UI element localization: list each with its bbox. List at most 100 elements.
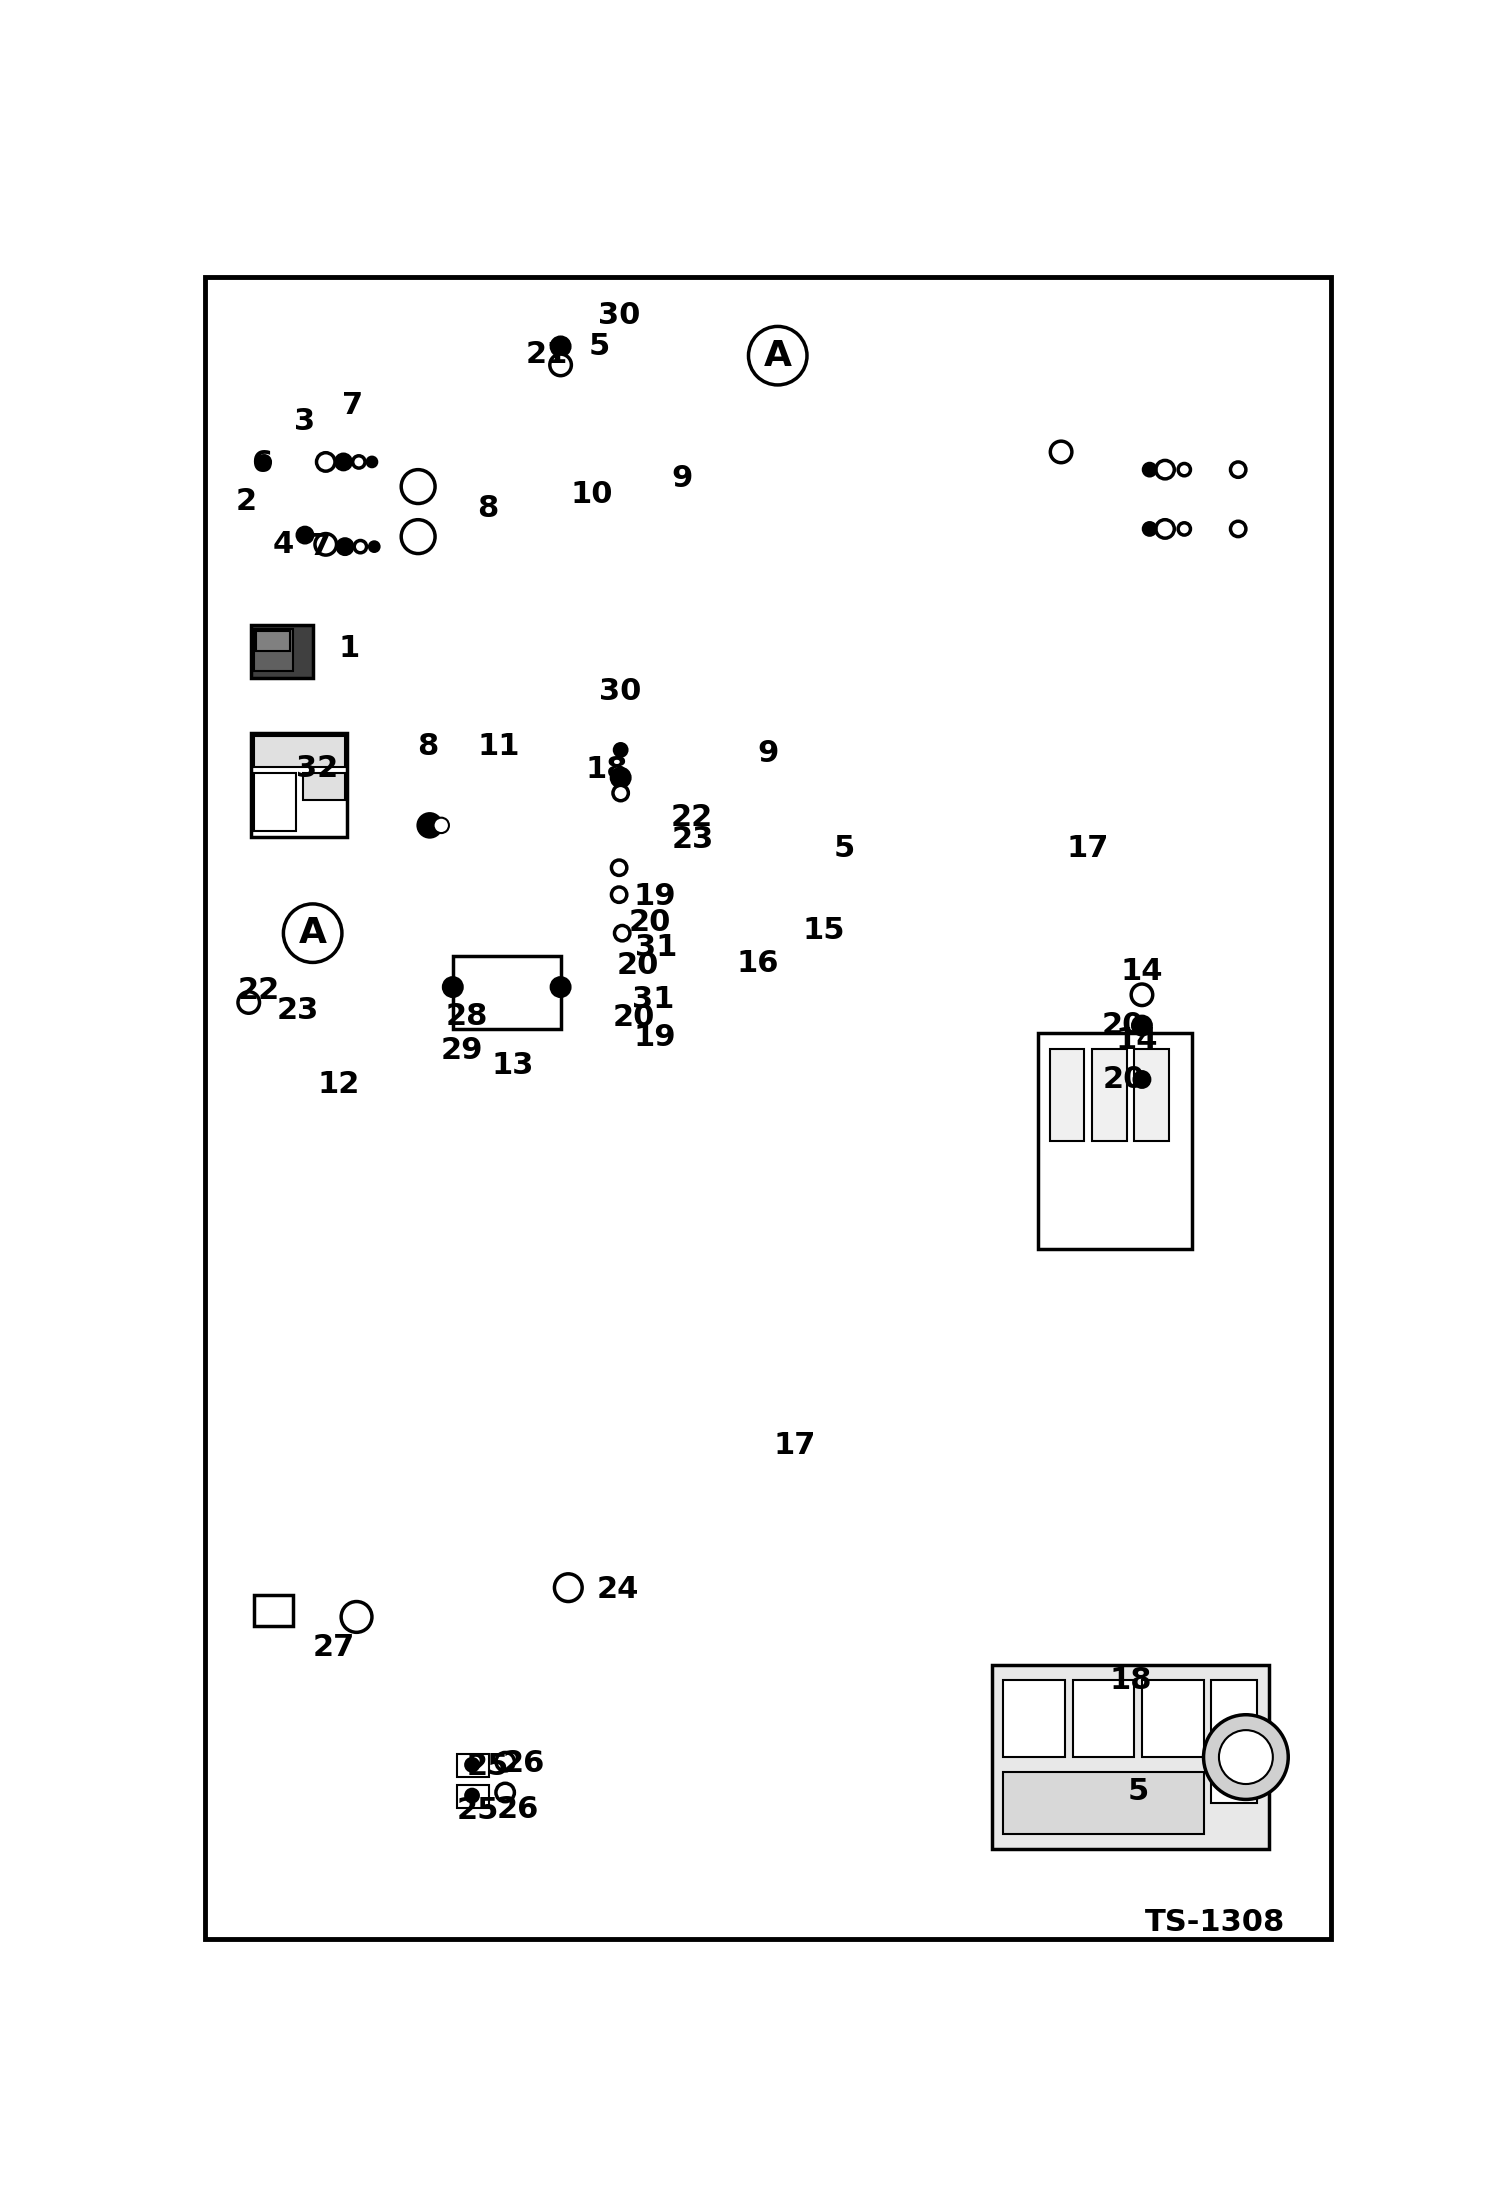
- Circle shape: [370, 542, 379, 551]
- Text: 4: 4: [273, 529, 294, 559]
- Text: 9: 9: [671, 465, 694, 494]
- Bar: [1050, 1049, 1085, 1141]
- Circle shape: [496, 1784, 514, 1801]
- Text: 6: 6: [252, 450, 273, 478]
- Text: 5: 5: [833, 834, 854, 862]
- Text: 23: 23: [276, 996, 319, 1025]
- Text: 5: 5: [589, 331, 610, 362]
- Bar: [303, 772, 345, 801]
- Text: A: A: [764, 338, 792, 373]
- Text: 12: 12: [318, 1071, 360, 1099]
- Text: 17: 17: [773, 1430, 816, 1459]
- Circle shape: [337, 540, 352, 555]
- Circle shape: [550, 353, 571, 375]
- Circle shape: [297, 527, 313, 542]
- Circle shape: [352, 456, 366, 467]
- Bar: [255, 630, 292, 671]
- Circle shape: [342, 1602, 372, 1632]
- Text: 21: 21: [526, 340, 568, 369]
- Circle shape: [614, 744, 626, 757]
- Circle shape: [613, 785, 628, 801]
- Text: 14: 14: [1116, 1027, 1158, 1055]
- Text: 17: 17: [1067, 834, 1109, 862]
- Text: 23: 23: [673, 825, 715, 853]
- Bar: [1141, 1681, 1203, 1757]
- Circle shape: [466, 1760, 478, 1771]
- Circle shape: [401, 520, 434, 553]
- Text: 20: 20: [616, 950, 659, 981]
- Text: 28: 28: [445, 1003, 488, 1031]
- Circle shape: [554, 1573, 583, 1602]
- Bar: [1092, 1049, 1126, 1141]
- Bar: [992, 1665, 1269, 1850]
- Text: 31: 31: [632, 985, 674, 1014]
- Circle shape: [1156, 461, 1174, 478]
- Text: 16: 16: [737, 950, 779, 979]
- Text: 5: 5: [1128, 1777, 1149, 1806]
- Circle shape: [611, 886, 626, 902]
- Bar: [1212, 1681, 1257, 1803]
- Text: 27: 27: [313, 1632, 355, 1663]
- Circle shape: [1131, 983, 1153, 1005]
- Bar: [1134, 1049, 1168, 1141]
- Bar: [452, 957, 560, 1029]
- Circle shape: [551, 979, 569, 996]
- Circle shape: [283, 904, 342, 963]
- Circle shape: [238, 992, 259, 1014]
- Circle shape: [1143, 463, 1156, 476]
- Text: 3: 3: [295, 406, 316, 437]
- Text: 2: 2: [235, 487, 258, 516]
- Text: 10: 10: [571, 480, 613, 509]
- Circle shape: [433, 818, 449, 834]
- Text: 20: 20: [1103, 1064, 1146, 1095]
- Bar: [252, 733, 348, 836]
- Text: 25: 25: [457, 1797, 499, 1825]
- Bar: [255, 1595, 292, 1626]
- Text: A: A: [298, 917, 327, 950]
- Circle shape: [496, 1753, 514, 1771]
- Text: 31: 31: [635, 932, 677, 961]
- Circle shape: [1203, 1716, 1288, 1799]
- Circle shape: [315, 533, 337, 555]
- Text: 20: 20: [629, 908, 671, 937]
- Text: 7: 7: [342, 391, 363, 421]
- Text: 20: 20: [613, 1003, 655, 1033]
- Circle shape: [1132, 1016, 1150, 1036]
- Circle shape: [1230, 463, 1246, 478]
- Bar: [255, 772, 297, 832]
- Text: 30: 30: [598, 301, 640, 329]
- Circle shape: [1156, 520, 1174, 538]
- Bar: [255, 735, 345, 768]
- Text: TS-1308: TS-1308: [1144, 1909, 1285, 1937]
- Circle shape: [1177, 522, 1191, 535]
- Circle shape: [466, 1790, 478, 1801]
- Circle shape: [1230, 522, 1246, 538]
- Text: 29: 29: [440, 1036, 484, 1064]
- Circle shape: [401, 470, 434, 502]
- Text: 1: 1: [339, 634, 360, 663]
- Text: 8: 8: [418, 731, 439, 761]
- Circle shape: [1177, 463, 1191, 476]
- Text: 22: 22: [671, 803, 713, 832]
- Text: 19: 19: [634, 882, 676, 911]
- Circle shape: [258, 456, 270, 467]
- Circle shape: [336, 454, 351, 470]
- Text: 7: 7: [310, 533, 331, 562]
- Bar: [1038, 1033, 1192, 1248]
- Bar: [1073, 1681, 1134, 1757]
- Bar: [457, 1784, 488, 1808]
- Circle shape: [443, 979, 461, 996]
- Text: 8: 8: [476, 494, 497, 522]
- Circle shape: [418, 814, 442, 836]
- Text: 18: 18: [586, 755, 628, 783]
- Bar: [1004, 1681, 1065, 1757]
- Circle shape: [611, 860, 626, 875]
- Circle shape: [611, 768, 629, 788]
- Circle shape: [614, 926, 629, 941]
- Circle shape: [1050, 441, 1073, 463]
- Circle shape: [1219, 1731, 1273, 1784]
- Bar: [1004, 1773, 1203, 1834]
- Circle shape: [749, 327, 807, 384]
- Text: 9: 9: [758, 739, 779, 768]
- Text: 22: 22: [238, 976, 280, 1005]
